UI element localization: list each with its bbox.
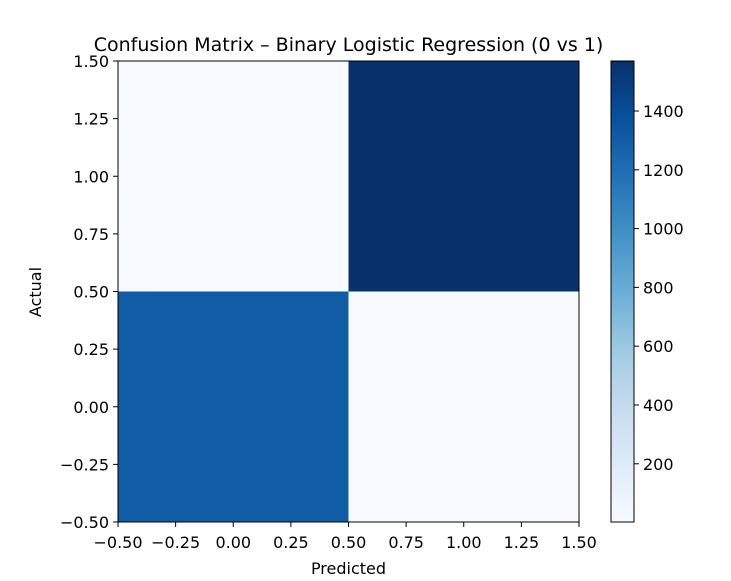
y-axis-label: Actual [26,267,45,317]
heatmap-cell-r1-c1 [348,61,579,292]
colorbar-tick-label: 800 [643,278,674,297]
x-tick-label: −0.25 [151,533,200,552]
heatmap-cell-r1-c0 [118,61,349,292]
x-tick-label: 0.75 [388,533,424,552]
y-tick-label: −0.50 [60,513,109,532]
x-tick-label: 1.25 [504,533,540,552]
y-tick-label: 1.25 [73,110,109,129]
colorbar-tick-label: 1200 [643,161,684,180]
x-axis-label: Predicted [311,559,386,578]
colorbar [610,60,635,523]
y-tick-label: 0.00 [73,398,109,417]
y-tick-label: 0.50 [73,283,109,302]
y-tick-label: 1.50 [73,52,109,71]
y-tick-label: 0.25 [73,340,109,359]
y-tick-label: 1.00 [73,167,109,186]
x-tick-label: −0.50 [93,533,142,552]
x-axis-ticks: −0.50 −0.25 0.00 0.25 0.50 0.75 1.00 1.25 1.50 [93,522,597,552]
x-tick-label: 1.00 [446,533,482,552]
heatmap-cell-r0-c1 [348,291,579,522]
colorbar-ticks: 200 400 600 800 1000 1200 1400 [634,102,684,474]
chart-title: Confusion Matrix – Binary Logistic Regre… [94,34,604,56]
x-tick-label: 0.50 [331,533,367,552]
colorbar-tick-label: 1000 [643,220,684,239]
heatmap-cell-r0-c0 [118,291,349,522]
y-tick-label: −0.25 [60,455,109,474]
y-tick-label: 0.75 [73,225,109,244]
colorbar-tick-label: 1400 [643,102,684,121]
colorbar-tick-label: 400 [643,396,674,415]
colorbar-tick-label: 600 [643,337,674,356]
x-tick-label: 0.00 [215,533,251,552]
colorbar-tick-label: 200 [643,455,674,474]
heatmap-cells [118,61,579,522]
x-tick-label: 0.25 [273,533,309,552]
y-axis-ticks: −0.50 −0.25 0.00 0.25 0.50 0.75 1.00 1.25 1.50 [60,52,118,532]
x-tick-label: 1.50 [561,533,597,552]
